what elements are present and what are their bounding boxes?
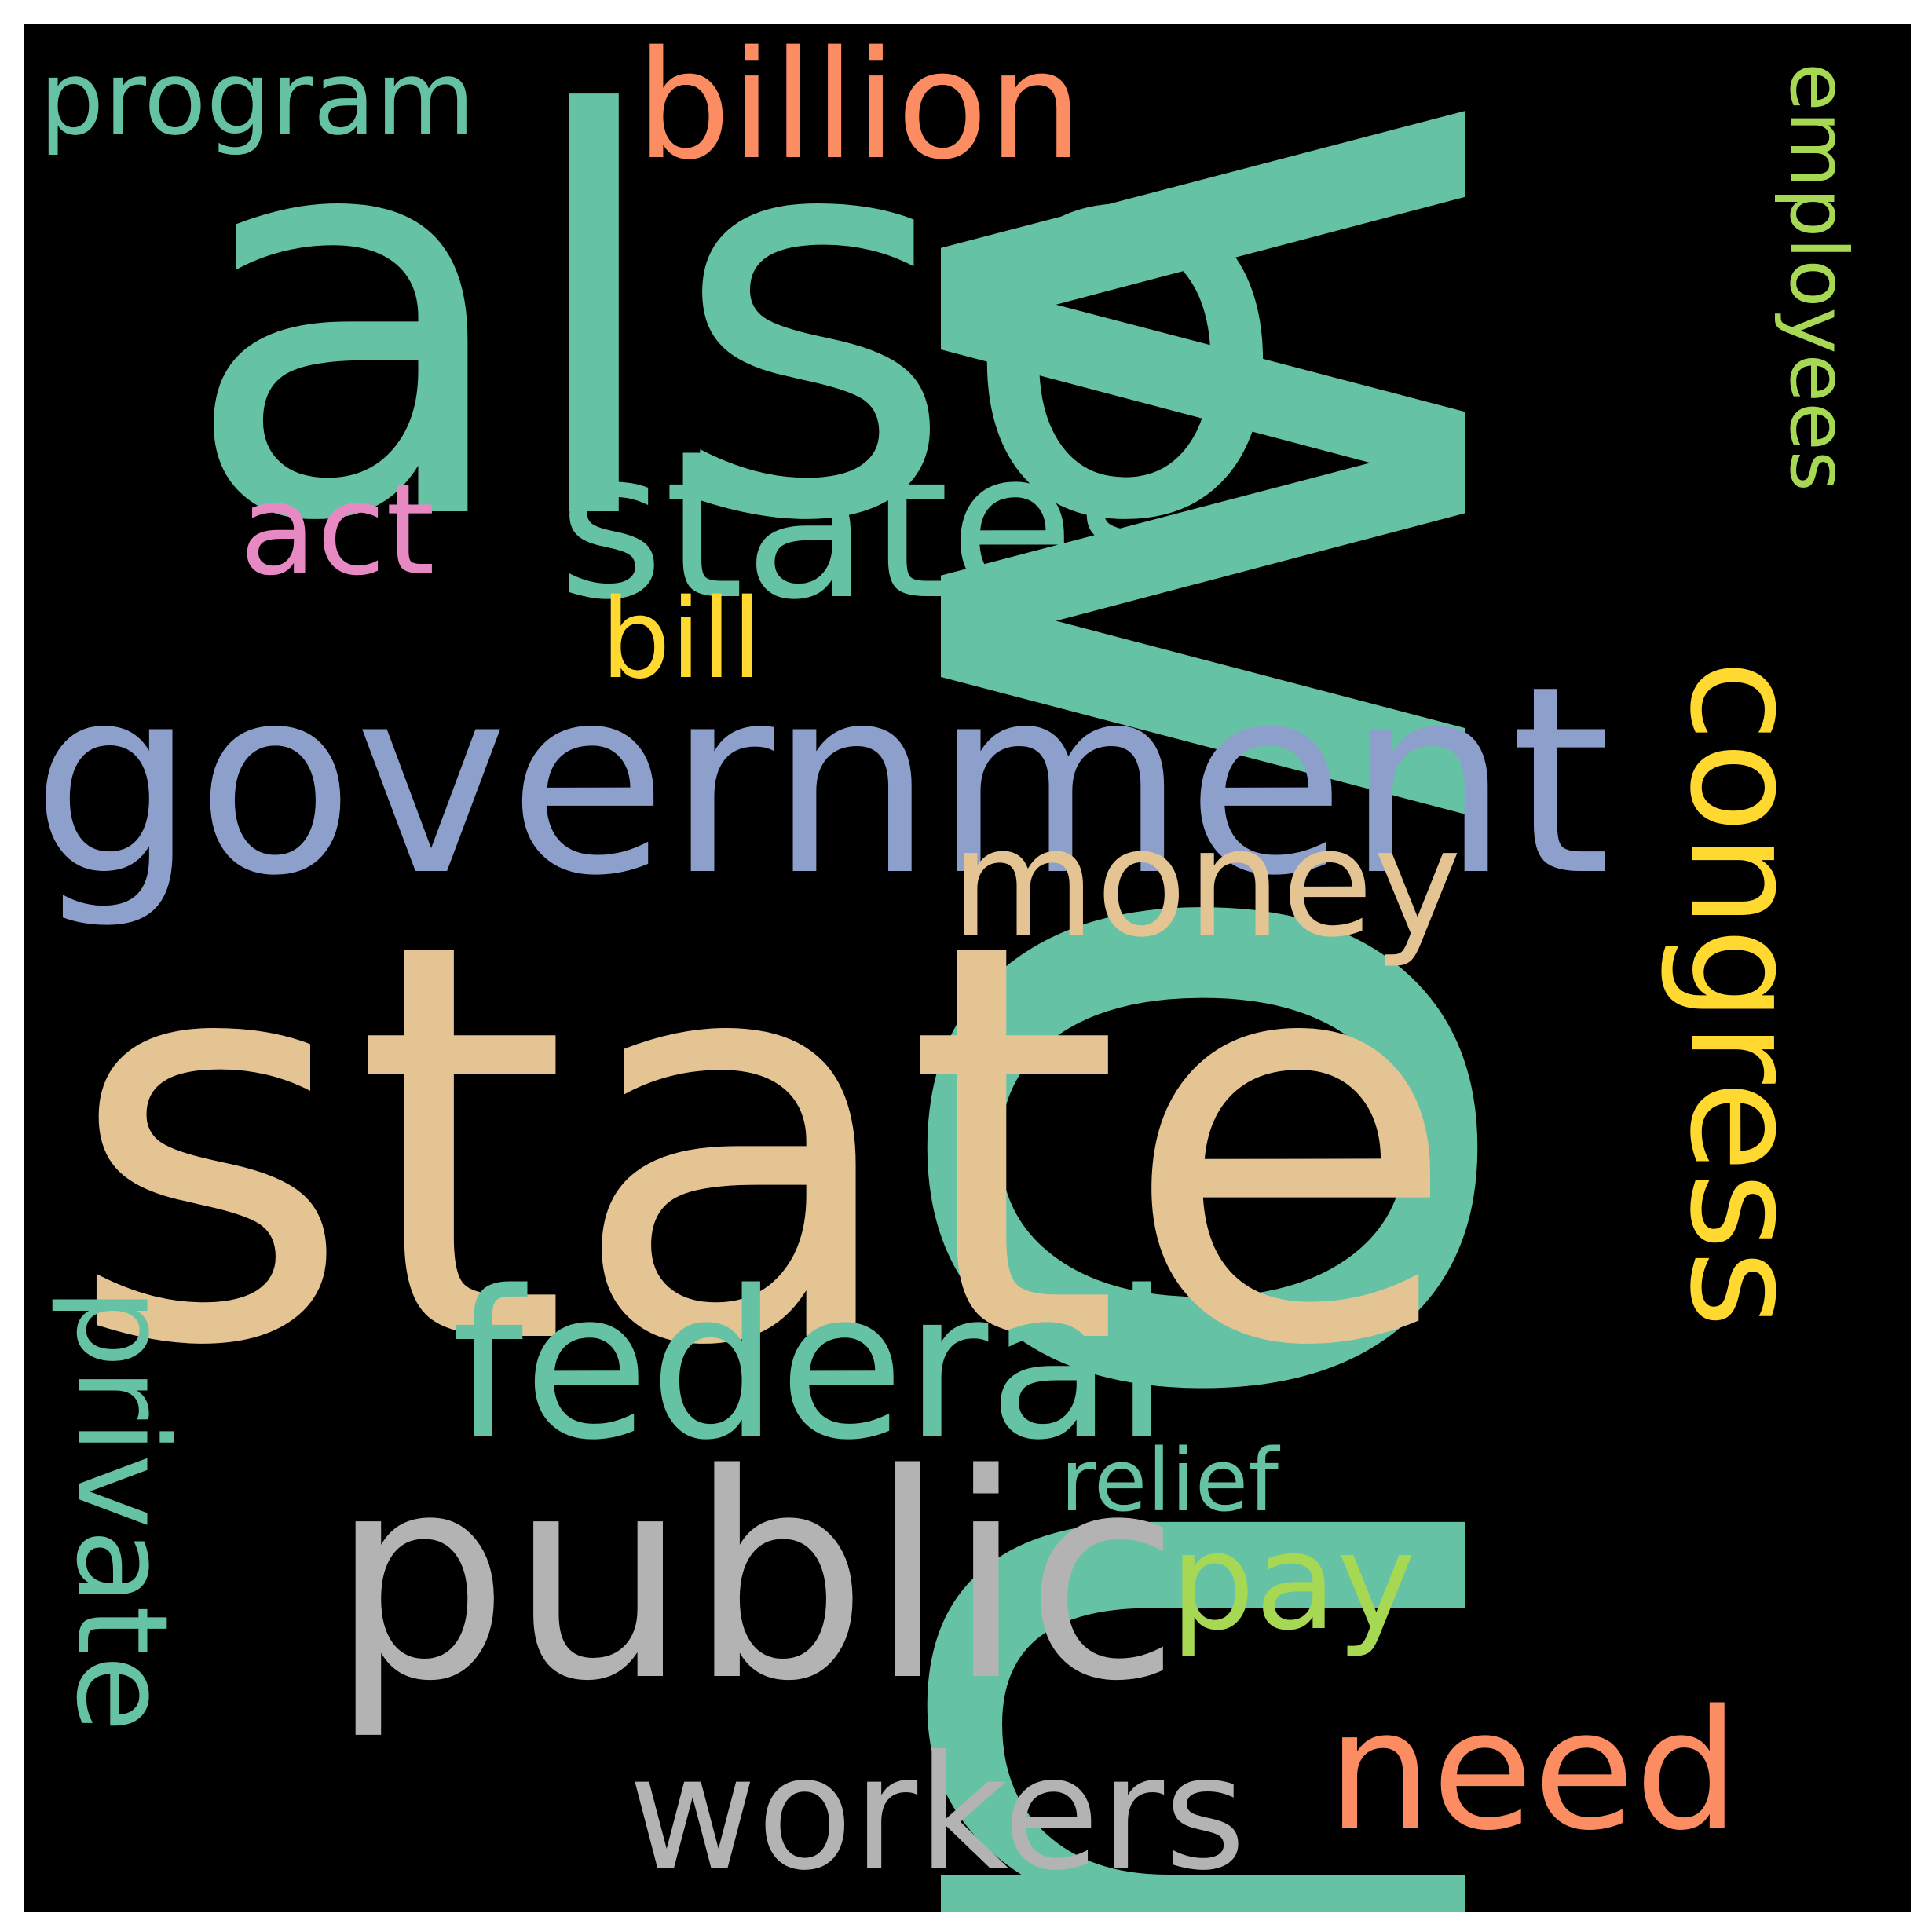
word-congress: congress <box>1657 660 1831 1328</box>
word-bill: bill <box>601 576 763 704</box>
word-program: program <box>39 38 475 158</box>
word-federal: federal <box>452 1248 1170 1485</box>
word-act: act <box>240 456 435 603</box>
word-government: government <box>31 631 1612 932</box>
word-billion: billion <box>636 24 1083 192</box>
word-also: also <box>181 24 1293 642</box>
word-employees: employees <box>1773 63 1864 492</box>
word-public: public <box>330 1414 1181 1743</box>
word-state: state <box>67 826 1460 1466</box>
word-pay: pay <box>1170 1505 1416 1660</box>
word-private: private <box>49 1288 196 1733</box>
word-need: need <box>1327 1674 1740 1867</box>
word-workers: workers <box>628 1722 1246 1905</box>
word-states: states <box>558 408 1182 645</box>
word-cloud: would also state government public state… <box>24 24 1911 1912</box>
word-money: money <box>950 796 1462 970</box>
word-relief: relief <box>1060 1430 1279 1531</box>
